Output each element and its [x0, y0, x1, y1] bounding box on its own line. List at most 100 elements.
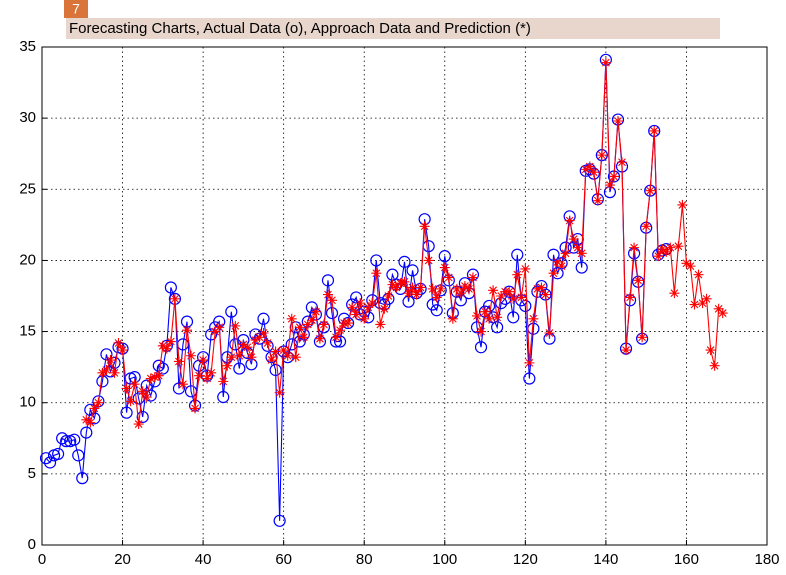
point	[161, 343, 172, 354]
title-highlight	[66, 18, 720, 39]
point	[310, 306, 321, 317]
point	[576, 248, 587, 259]
point	[713, 303, 724, 314]
point	[621, 345, 632, 356]
point	[234, 350, 245, 361]
point	[504, 286, 515, 297]
point	[169, 293, 180, 304]
point	[395, 278, 406, 289]
point	[113, 337, 124, 348]
point	[172, 382, 186, 395]
y-tick-label: 30	[19, 109, 36, 126]
point	[435, 283, 446, 294]
point	[347, 302, 358, 313]
point	[375, 319, 386, 330]
point	[129, 379, 140, 390]
point	[254, 332, 265, 343]
point	[246, 352, 257, 363]
point	[321, 274, 335, 287]
point	[331, 332, 342, 343]
point	[427, 283, 438, 294]
x-tick-label: 0	[38, 551, 46, 568]
x-tick-label: 140	[593, 551, 618, 568]
point	[455, 288, 466, 299]
point	[343, 318, 354, 329]
point	[89, 403, 100, 414]
point	[173, 356, 184, 367]
point	[697, 298, 708, 309]
x-tick-label: 20	[114, 551, 131, 568]
point	[230, 320, 241, 331]
point	[262, 337, 273, 348]
point	[406, 264, 419, 277]
point	[370, 254, 383, 267]
point	[133, 419, 144, 430]
x-tick-label: 100	[432, 551, 457, 568]
point	[80, 426, 93, 439]
point	[290, 352, 301, 363]
point	[709, 360, 720, 371]
point	[665, 242, 676, 253]
point	[367, 298, 378, 309]
point	[355, 298, 366, 309]
point	[43, 456, 57, 469]
point	[117, 345, 128, 356]
point	[60, 435, 73, 448]
point	[270, 346, 281, 357]
point	[516, 292, 527, 303]
point	[286, 313, 297, 324]
point	[379, 303, 390, 314]
point	[447, 313, 458, 324]
point	[194, 370, 205, 381]
point	[520, 263, 531, 274]
point	[548, 268, 559, 279]
point	[383, 291, 394, 301]
badge: 7	[72, 1, 80, 17]
point	[524, 357, 535, 368]
point	[225, 305, 238, 318]
x-tick-label: 60	[275, 551, 292, 568]
point	[190, 403, 201, 414]
point	[359, 313, 370, 324]
point	[157, 340, 168, 351]
point	[496, 291, 507, 301]
point	[250, 335, 261, 346]
point	[294, 322, 305, 333]
point	[438, 250, 451, 263]
point	[214, 322, 225, 333]
point	[202, 373, 213, 384]
point	[625, 292, 636, 303]
point	[269, 363, 282, 377]
point	[145, 373, 156, 384]
point	[105, 355, 116, 366]
x-tick-label: 40	[195, 551, 212, 568]
point	[399, 276, 410, 287]
point	[217, 390, 230, 404]
point	[153, 370, 164, 381]
point	[306, 315, 317, 326]
point	[669, 288, 680, 299]
point	[612, 115, 623, 126]
point	[528, 313, 539, 324]
point	[198, 355, 209, 366]
point	[677, 199, 688, 210]
point	[512, 269, 523, 280]
point	[407, 282, 418, 293]
point	[580, 164, 591, 175]
point	[305, 301, 318, 314]
point	[547, 248, 560, 261]
y-tick-label: 25	[19, 180, 36, 197]
point	[645, 185, 656, 196]
point	[403, 288, 414, 299]
point	[177, 379, 188, 390]
x-tick-label: 180	[754, 551, 779, 568]
point	[233, 362, 246, 375]
point	[274, 387, 285, 398]
point	[371, 268, 382, 279]
point	[164, 281, 177, 294]
point	[120, 406, 133, 419]
point	[302, 319, 313, 330]
point	[604, 180, 615, 191]
point	[226, 352, 237, 363]
point	[539, 288, 552, 301]
